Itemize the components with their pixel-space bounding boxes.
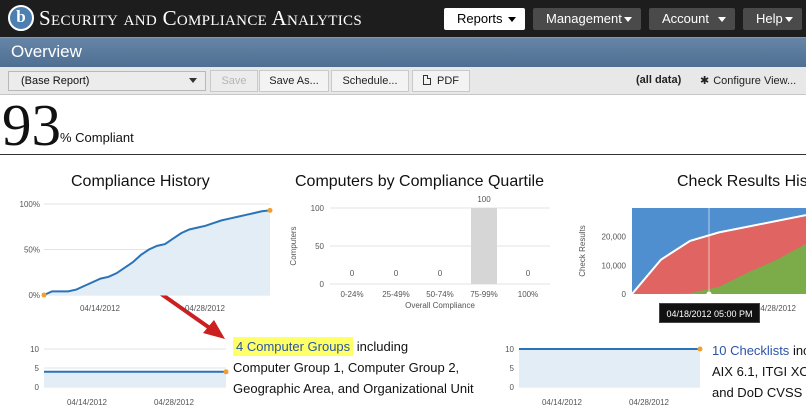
compliance-history-title: Compliance History	[71, 173, 210, 190]
nav-management-label: Management	[546, 11, 622, 26]
annotation-arrow	[155, 289, 225, 339]
data-point	[706, 291, 712, 297]
compliance-score-label: % Compliant	[60, 130, 134, 145]
data-label: 0	[438, 269, 443, 278]
x-tick-label: 04/14/2012	[67, 398, 108, 407]
area-fill	[519, 349, 700, 387]
checklists-summary: 10 Checklists including AIX 6.1, ITGI XO…	[712, 340, 806, 403]
data-label: 0	[526, 269, 531, 278]
data-label: 100	[477, 195, 491, 204]
computer-groups-summary: 4 Computer Groups including Computer Gro…	[233, 336, 493, 399]
x-tick-label: 04/14/2012	[542, 398, 583, 407]
area-series	[632, 208, 806, 294]
chevron-down-icon	[508, 17, 516, 22]
area-fill	[44, 371, 226, 387]
checklists-suffix: including	[792, 343, 806, 358]
groups-list-text: Computer Group 1, Computer Group 2, Geog…	[233, 360, 474, 396]
save-as-button[interactable]: Save As...	[259, 70, 329, 92]
x-tick-label: 75-99%	[470, 290, 498, 299]
y-tick-label: 50	[315, 242, 324, 251]
chevron-down-icon	[785, 17, 793, 22]
nav-help-label: Help	[756, 11, 783, 26]
area-series	[632, 215, 806, 294]
page-title: Overview	[11, 42, 82, 61]
data-scope-label: (all data)	[636, 74, 682, 86]
x-tick-label: 04/28/2012	[629, 398, 670, 407]
data-point	[267, 207, 273, 213]
series-line	[43, 209, 271, 296]
x-tick-label: 04/28/2012	[154, 398, 195, 407]
groups-including-text: including	[356, 339, 409, 354]
y-axis-label: Computers	[289, 226, 298, 265]
gear-icon: ✱	[700, 75, 710, 87]
x-tick-label: 100%	[518, 290, 538, 299]
x-tick-label: 04/14/2012	[80, 304, 121, 313]
check-results-title: Check Results History	[677, 173, 806, 190]
checklists-line2: AIX 6.1, ITGI XO	[712, 364, 806, 379]
report-toolbar: (Base Report) Save Save As... Schedule..…	[0, 67, 806, 95]
x-tick-label: 04/28/2012	[185, 304, 226, 313]
x-tick-label: 25-49%	[382, 290, 410, 299]
divider	[0, 154, 806, 155]
y-tick-label: 0	[510, 383, 515, 392]
data-point	[697, 346, 703, 352]
x-tick-label: 50-74%	[426, 290, 454, 299]
y-tick-label: 100%	[20, 200, 40, 209]
y-tick-label: 50%	[24, 246, 40, 255]
nav-account[interactable]: Account	[649, 8, 735, 30]
page-header: Overview	[0, 37, 806, 67]
series-edge	[631, 214, 806, 295]
compliance-score: 93	[2, 92, 61, 158]
nav-management[interactable]: Management	[533, 8, 641, 30]
nav-account-label: Account	[662, 11, 709, 26]
y-tick-label: 0%	[28, 291, 40, 300]
y-tick-label: 10,000	[602, 261, 627, 270]
app-title: Security and Compliance Analytics	[39, 6, 363, 30]
configure-view-button[interactable]: ✱ Configure View...	[700, 74, 796, 87]
data-label: 0	[394, 269, 399, 278]
chart-tooltip: 04/18/2012 05:00 PM	[659, 303, 760, 323]
nav-reports-label: Reports	[457, 11, 503, 26]
x-tick-label: 0-24%	[340, 290, 363, 299]
y-tick-label: 0	[622, 290, 627, 299]
data-point	[41, 292, 47, 298]
x-tick-label: 04/28/2012	[756, 304, 797, 313]
report-select[interactable]: (Base Report)	[8, 71, 206, 91]
y-tick-label: 20,000	[602, 233, 627, 242]
chevron-down-icon	[718, 17, 726, 22]
data-point	[223, 369, 229, 375]
y-tick-label: 100	[311, 204, 325, 213]
area-fill	[44, 210, 270, 295]
save-button[interactable]: Save	[210, 70, 258, 92]
y-tick-label: 5	[510, 364, 515, 373]
data-label: 0	[350, 269, 355, 278]
checklists-link[interactable]: 10 Checklists	[712, 343, 790, 358]
y-tick-label: 10	[505, 345, 514, 354]
quartile-chart-title: Computers by Compliance Quartile	[295, 173, 544, 190]
checklists-line3: and DoD CVSS fo	[712, 385, 806, 400]
nav-help[interactable]: Help	[743, 8, 802, 30]
y-tick-label: 0	[35, 383, 40, 392]
y-tick-label: 5	[35, 364, 40, 373]
y-axis-label: Check Results	[578, 225, 587, 277]
y-tick-label: 0	[320, 280, 325, 289]
bar	[471, 208, 497, 284]
pdf-label: PDF	[437, 75, 459, 87]
chevron-down-icon	[189, 78, 197, 83]
document-icon	[423, 75, 431, 85]
nav-reports[interactable]: Reports	[444, 8, 525, 30]
pdf-button[interactable]: PDF	[412, 70, 470, 92]
top-bar: b Security and Compliance Analytics Repo…	[0, 0, 806, 37]
configure-view-label: Configure View...	[713, 75, 797, 87]
report-select-value: (Base Report)	[21, 75, 90, 87]
area-series	[632, 243, 806, 294]
schedule-button[interactable]: Schedule...	[331, 70, 409, 92]
chevron-down-icon	[624, 17, 632, 22]
x-axis-label: Overall Compliance	[405, 301, 475, 310]
computer-groups-link[interactable]: 4 Computer Groups	[233, 337, 354, 356]
y-tick-label: 10	[30, 345, 39, 354]
logo-icon: b	[8, 5, 34, 31]
